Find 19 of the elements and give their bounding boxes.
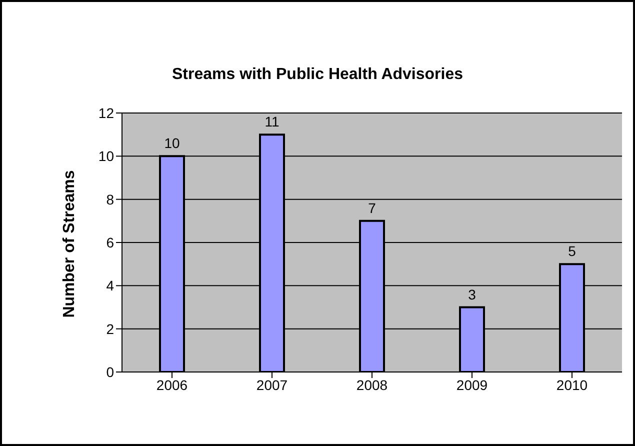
y-axis-title: Number of Streams <box>61 170 79 318</box>
y-tick-label: 10 <box>98 148 114 164</box>
y-tick-label: 12 <box>98 104 114 121</box>
y-tick-label: 0 <box>106 364 114 380</box>
y-tick-label: 2 <box>106 320 114 337</box>
y-tick-label: 6 <box>106 234 114 250</box>
data-label: 11 <box>264 114 280 130</box>
y-tick-label: 8 <box>106 191 114 208</box>
chart-title: Streams with Public Health Advisories <box>170 66 464 84</box>
data-label: 3 <box>468 286 476 302</box>
y-tick-label: 4 <box>106 278 114 294</box>
x-tick-label: 2007 <box>256 376 288 393</box>
data-label: 10 <box>164 135 180 152</box>
x-tick-label: 2009 <box>456 376 488 393</box>
x-tick-label: 2010 <box>556 376 588 393</box>
x-tick-label: 2006 <box>156 376 188 393</box>
data-label: 7 <box>368 200 376 216</box>
x-tick-label: 2008 <box>356 376 388 393</box>
data-label: 5 <box>568 243 576 260</box>
